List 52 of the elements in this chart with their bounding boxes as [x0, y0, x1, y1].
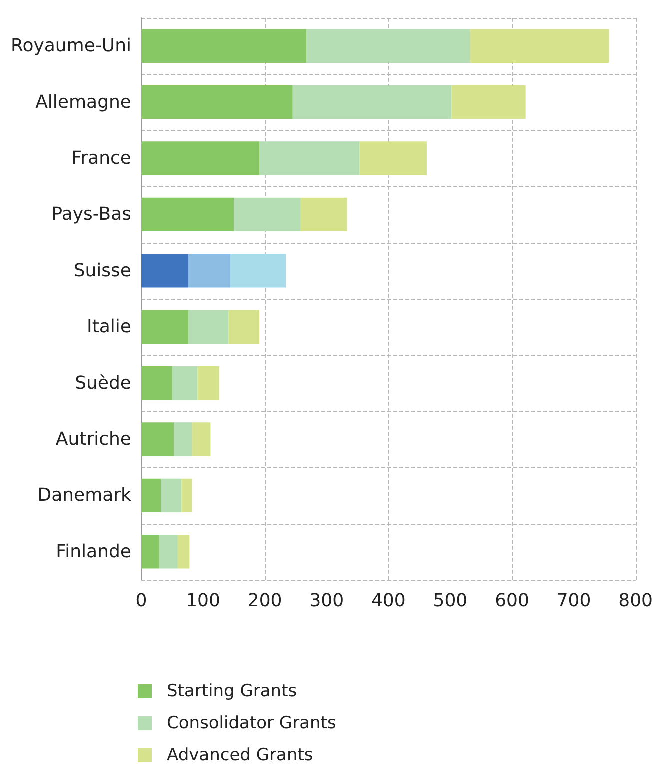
bar	[360, 142, 427, 176]
bar	[188, 254, 230, 288]
bar	[141, 422, 174, 456]
x-tick-label: 0	[136, 590, 148, 612]
bar	[141, 29, 306, 63]
y-tick-label: Autriche	[56, 429, 132, 450]
bar	[230, 254, 286, 288]
y-tick-label: Suisse	[74, 260, 132, 282]
bar	[182, 478, 192, 513]
y-tick-label: France	[72, 148, 132, 169]
x-tick-label: 100	[186, 590, 220, 612]
x-tick-label: 400	[371, 590, 406, 612]
bar	[141, 254, 188, 288]
x-tick-label: 600	[495, 590, 530, 612]
bar	[452, 85, 526, 120]
bar	[174, 422, 192, 456]
bar	[141, 310, 188, 344]
bar	[228, 310, 260, 344]
bar	[234, 198, 301, 232]
bar	[470, 29, 610, 63]
legend-label: Starting Grants	[167, 682, 298, 702]
y-tick-label: Pays-Bas	[52, 204, 132, 226]
bar	[141, 198, 234, 232]
y-tick-label: Italie	[87, 316, 132, 338]
bar	[141, 535, 160, 569]
bar	[188, 310, 229, 344]
x-tick-label: 800	[618, 590, 653, 612]
legend-label: Advanced Grants	[167, 746, 314, 766]
y-tick-label: Suède	[75, 372, 132, 394]
bar	[141, 366, 172, 400]
bar	[260, 142, 360, 176]
bar	[161, 478, 182, 513]
bar	[306, 29, 470, 63]
bar	[172, 366, 198, 400]
bar	[159, 535, 178, 569]
y-tick-label: Royaume-Uni	[10, 36, 132, 57]
x-tick-label: 200	[248, 590, 282, 612]
y-tick-label: Allemagne	[36, 92, 132, 113]
y-tick-label: Finlande	[56, 541, 132, 562]
x-tick-label: 500	[433, 590, 468, 612]
x-tick-label: 700	[556, 590, 592, 612]
legend-label: Consolidator Grants	[167, 714, 336, 734]
bar	[192, 422, 211, 456]
bar	[178, 535, 190, 569]
bar	[141, 478, 162, 513]
bar	[141, 85, 293, 120]
bar	[141, 142, 260, 176]
y-tick-label: Danemark	[38, 485, 132, 506]
bar	[198, 366, 220, 400]
bar	[292, 85, 452, 120]
bar	[300, 198, 348, 232]
x-tick-label: 300	[310, 590, 344, 612]
